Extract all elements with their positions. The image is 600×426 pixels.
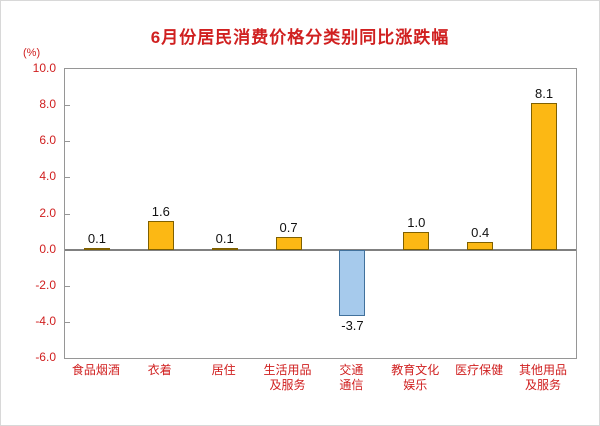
x-axis-category-label-line: 衣着 [147, 363, 172, 377]
bar-value-label: 1.0 [407, 214, 426, 230]
bar-value-label: -3.7 [341, 318, 364, 334]
x-axis-category-label-line: 教育文化 [391, 363, 440, 377]
x-axis-category-label-line: 及服务 [525, 378, 562, 392]
y-axis-tick-label: -4.0 [35, 313, 56, 328]
bar-value-label: 0.7 [279, 219, 298, 235]
y-axis-tick-label: -6.0 [35, 350, 56, 364]
x-axis-category-label: 其他用品 及服务 [519, 363, 567, 393]
x-axis-category-label: 教育文化 娱乐 [391, 363, 439, 393]
x-axis-category-label-line: 娱乐 [403, 378, 428, 392]
y-axis-tick-label: -2.0 [35, 277, 56, 292]
bar-5 [339, 249, 366, 317]
x-axis-category-label-line: 其他用品 [519, 363, 568, 377]
y-axis-tick-mark [65, 105, 70, 107]
x-axis-category-label: 医疗保健 [455, 363, 503, 378]
y-axis-tick-label: 4.0 [39, 169, 56, 184]
y-axis-tick-label: 6.0 [39, 133, 56, 148]
y-axis-tick-label: 10.0 [32, 61, 56, 75]
x-axis-category-label: 交通 通信 [339, 363, 363, 393]
x-axis-category-label-line: 及服务 [269, 378, 306, 392]
y-axis-tick-label: 2.0 [39, 205, 56, 220]
x-axis-category-label-line: 居住 [211, 363, 236, 377]
y-axis-tick-mark [65, 321, 70, 323]
bar-value-label: 0.4 [471, 225, 490, 241]
bar-2 [147, 220, 174, 250]
y-axis-tick-mark [65, 285, 70, 287]
x-axis-category-label: 食品烟酒 [72, 363, 120, 378]
bar-8 [531, 103, 558, 250]
y-axis-tick-mark [65, 213, 70, 215]
y-axis-tick-label: 8.0 [39, 97, 56, 112]
x-axis-category-label: 衣着 [148, 363, 172, 378]
plot-area: 0.1 1.6 0.1 0.7 -3.7 1.0 0.4 8.1 [64, 68, 577, 359]
y-axis-tick-label: 0.0 [39, 241, 56, 256]
bar-1 [83, 247, 110, 250]
y-axis-tick-mark [65, 141, 70, 143]
y-axis-unit-label: (%) [23, 47, 41, 59]
x-axis-category-label: 生活用品 及服务 [264, 363, 312, 393]
x-axis-category-label: 居住 [212, 363, 236, 378]
bar-3 [211, 247, 238, 250]
bar-4 [275, 236, 302, 250]
bar-value-label: 0.1 [215, 230, 234, 246]
bar-7 [467, 242, 494, 250]
x-axis-category-label-line: 交通 [339, 363, 364, 377]
bar-value-label: 1.6 [151, 203, 170, 219]
bar-6 [403, 231, 430, 250]
zero-axis-line [65, 248, 576, 251]
x-axis-category-label-line: 通信 [339, 378, 364, 392]
bar-value-label: 0.1 [87, 230, 106, 246]
bar-value-label: 8.1 [535, 86, 554, 102]
chart-title: 6月份居民消费价格分类别同比涨跌幅 [150, 28, 450, 47]
x-axis-category-label-line: 食品烟酒 [71, 363, 120, 377]
x-axis-category-label-line: 生活用品 [263, 363, 312, 377]
x-axis-category-label-line: 医疗保健 [455, 363, 504, 377]
y-axis-tick-mark [65, 177, 70, 179]
